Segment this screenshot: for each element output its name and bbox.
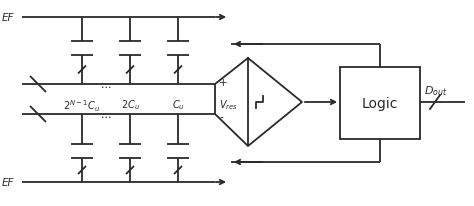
Bar — [340, 68, 420, 139]
Text: $2^{N-1}C_u$: $2^{N-1}C_u$ — [64, 97, 100, 113]
Text: -: - — [219, 111, 223, 121]
Text: EF: EF — [2, 177, 15, 187]
Text: $2C_u$: $2C_u$ — [120, 97, 139, 111]
Text: $V_{res}$: $V_{res}$ — [219, 97, 238, 111]
Text: $C_u$: $C_u$ — [172, 97, 184, 111]
Text: Logic: Logic — [362, 97, 398, 110]
Text: ...: ... — [101, 80, 111, 90]
Text: EF: EF — [2, 13, 15, 23]
Text: +: + — [219, 78, 228, 88]
Text: $D_{out}$: $D_{out}$ — [424, 84, 447, 97]
Text: ...: ... — [101, 109, 111, 119]
